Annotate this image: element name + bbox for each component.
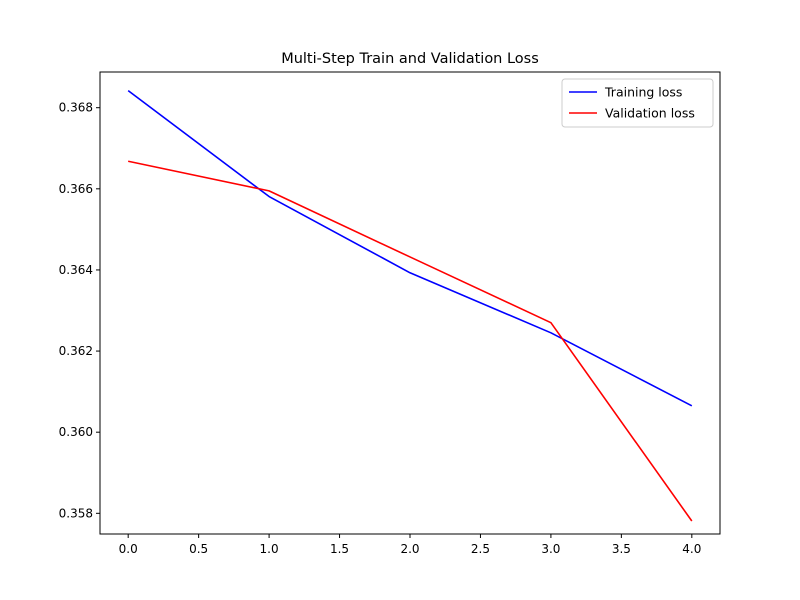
y-axis: 0.358 0.360 0.362 0.364 0.366 0.368 — [59, 101, 100, 520]
y-tick-label: 0.362 — [59, 344, 93, 358]
series-line-validation-loss — [128, 160, 693, 522]
x-tick-label: 1.0 — [260, 542, 279, 556]
x-tick-label: 3.5 — [612, 542, 631, 556]
x-tick-label: 2.0 — [400, 542, 419, 556]
legend-label: Validation loss — [605, 106, 695, 121]
x-tick-label: 4.0 — [682, 542, 701, 556]
plot-frame — [99, 71, 721, 535]
series-line-training-loss — [127, 90, 693, 407]
chart-title: Multi-Step Train and Validation Loss — [281, 51, 539, 67]
y-tick-label: 0.364 — [59, 263, 93, 277]
y-tick-label: 0.368 — [59, 101, 93, 115]
x-tick-label: 1.5 — [330, 542, 349, 556]
series-lines — [127, 90, 693, 522]
legend-box — [561, 78, 714, 128]
x-tick-label: 0.5 — [189, 542, 208, 556]
legend-label: Training loss — [604, 85, 682, 100]
x-tick-label: 2.5 — [471, 542, 490, 556]
y-tick-label: 0.366 — [59, 182, 93, 196]
y-tick-label: 0.358 — [59, 506, 93, 520]
legend: Training loss Validation loss — [561, 78, 714, 128]
x-tick-label: 0.0 — [119, 542, 138, 556]
x-axis: 0.0 0.5 1.0 1.5 2.0 2.5 3.0 3.5 4.0 — [119, 534, 701, 556]
x-tick-label: 3.0 — [541, 542, 560, 556]
y-tick-label: 0.360 — [59, 425, 93, 439]
